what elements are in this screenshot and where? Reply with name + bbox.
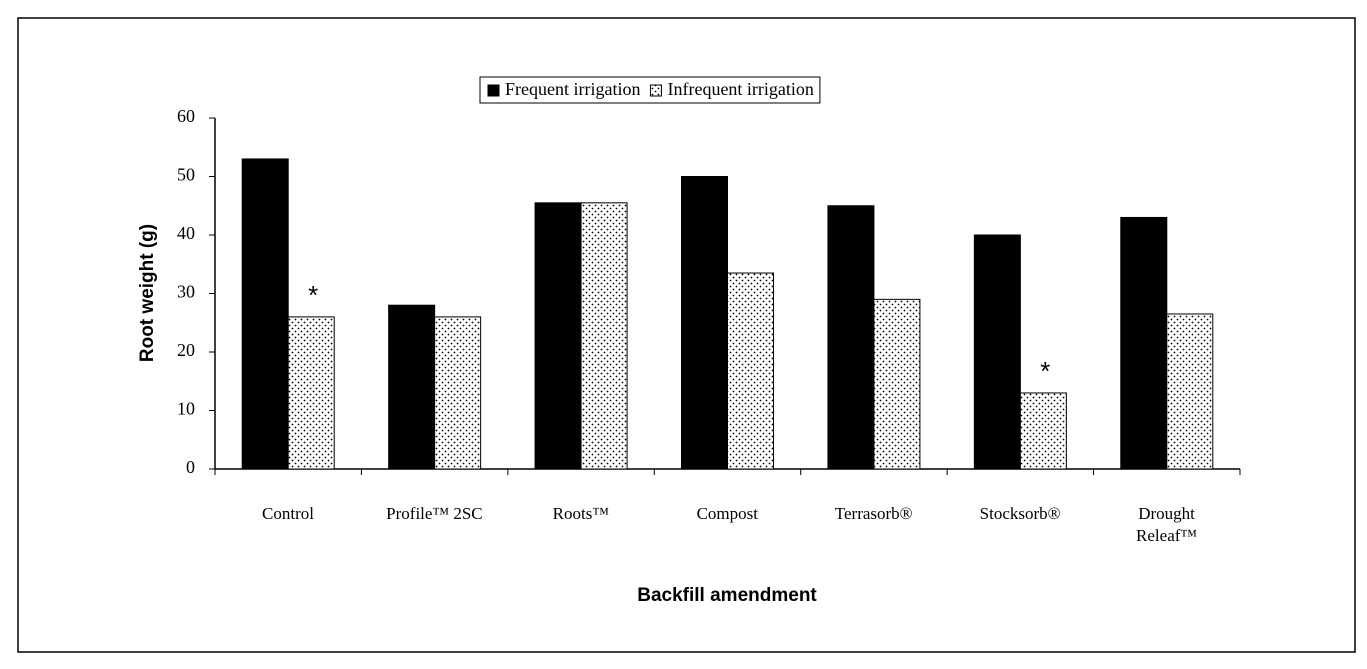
legend-label: Infrequent irrigation (667, 79, 813, 99)
bar (827, 205, 875, 470)
bar (388, 304, 436, 470)
x-tick-label: Control (262, 504, 314, 523)
x-tick-label: Profile™ 2SC (386, 504, 483, 523)
annotation: * (1040, 356, 1050, 386)
legend-label: Frequent irrigation (505, 79, 640, 99)
bar (1120, 216, 1168, 470)
x-tick-label: Compost (696, 504, 758, 523)
y-axis-label: Root weight (g) (137, 224, 158, 362)
bar (534, 202, 582, 470)
y-tick-label: 20 (177, 340, 195, 360)
y-tick-label: 60 (177, 106, 195, 126)
y-tick-label: 40 (177, 223, 195, 243)
x-tick-label: Terrasorb® (834, 504, 913, 523)
legend: Frequent irrigation Infrequent irrigation (479, 76, 821, 104)
bar (973, 234, 1021, 470)
frame (17, 17, 1356, 653)
y-tick-label: 50 (177, 165, 195, 185)
bar (434, 316, 482, 470)
y-tick-label: 30 (177, 282, 195, 302)
bar (287, 316, 335, 470)
legend-box (479, 76, 821, 104)
legend-swatch (487, 84, 500, 97)
bar (241, 158, 289, 470)
x-tick-label: Drought Releaf™ (1136, 504, 1198, 545)
bar (1166, 313, 1214, 470)
x-axis-label: Backfill amendment (637, 585, 817, 606)
y-tick-label: 10 (177, 399, 195, 419)
bar (1019, 392, 1067, 470)
bar (681, 176, 728, 470)
x-tick-label: Roots™ (552, 504, 610, 523)
annotation: * (308, 280, 318, 310)
bar (580, 202, 628, 470)
bar (727, 272, 774, 470)
y-tick-label: 0 (186, 457, 195, 477)
legend-swatch (649, 84, 662, 97)
x-tick-label: Stocksorb® (979, 504, 1061, 523)
bar (873, 298, 921, 470)
